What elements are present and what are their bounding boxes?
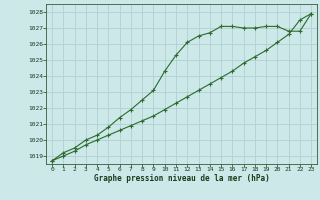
- X-axis label: Graphe pression niveau de la mer (hPa): Graphe pression niveau de la mer (hPa): [94, 174, 269, 183]
